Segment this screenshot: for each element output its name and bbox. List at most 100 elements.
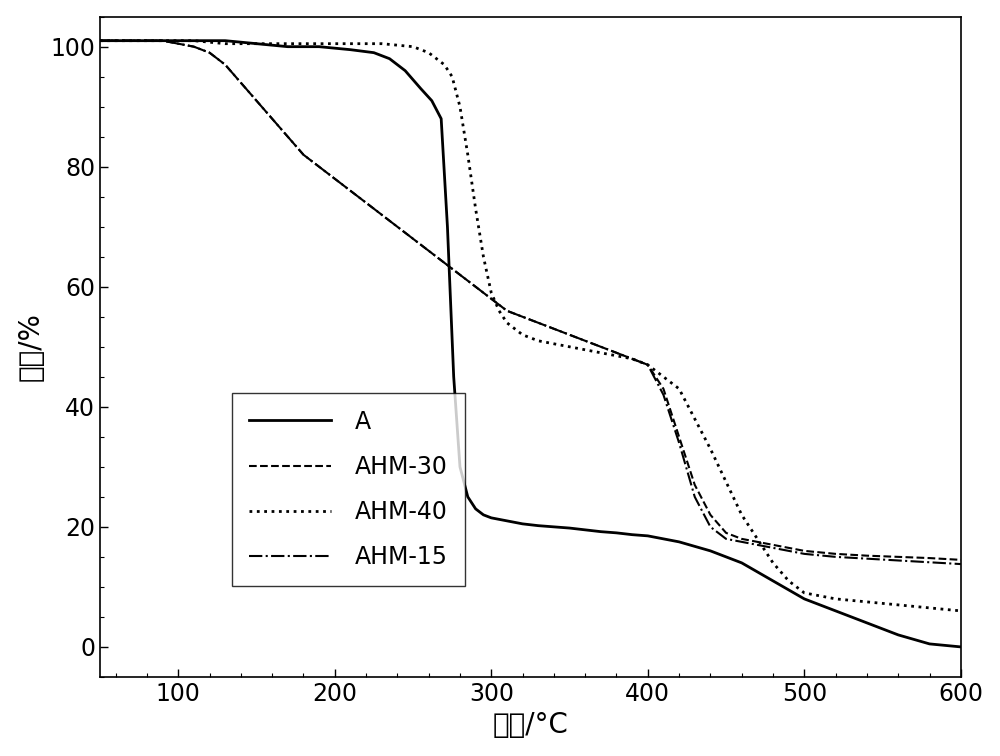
AHM-40: [250, 39, 262, 48]
AHM-40: [454, 102, 466, 111]
AHM-30: [313, 163, 325, 172]
AHM-30: [485, 294, 497, 303]
AHM-30: [282, 132, 294, 141]
A: [955, 643, 967, 652]
AHM-15: [767, 544, 779, 553]
AHM-40: [564, 342, 576, 352]
A: [924, 640, 936, 649]
AHM-30: [783, 544, 795, 553]
AHM-30: [266, 114, 278, 123]
AHM-30: [204, 48, 216, 57]
AHM-15: [673, 438, 685, 448]
AHM-40: [517, 330, 529, 339]
A: [282, 42, 294, 51]
AHM-30: [454, 270, 466, 279]
AHM-30: [391, 222, 403, 231]
AHM-15: [798, 550, 810, 559]
AHM-30: [564, 330, 576, 339]
A: [477, 510, 489, 519]
A: [415, 84, 427, 93]
A: [642, 531, 654, 541]
AHM-30: [704, 510, 716, 519]
AHM-40: [407, 42, 419, 51]
AHM-15: [783, 547, 795, 556]
Line: AHM-15: AHM-15: [100, 41, 961, 564]
AHM-15: [657, 390, 669, 399]
AHM-30: [924, 553, 936, 562]
AHM-15: [736, 538, 748, 547]
AHM-30: [955, 556, 967, 565]
AHM-40: [626, 355, 638, 364]
A: [830, 606, 842, 615]
AHM-15: [250, 96, 262, 105]
AHM-30: [250, 96, 262, 105]
A: [94, 36, 106, 45]
AHM-40: [219, 39, 231, 48]
AHM-15: [892, 556, 904, 565]
AHM-15: [391, 222, 403, 231]
AHM-40: [423, 48, 435, 57]
AHM-30: [595, 342, 607, 352]
AHM-15: [423, 246, 435, 256]
AHM-15: [94, 36, 106, 45]
AHM-40: [610, 352, 622, 361]
AHM-30: [861, 551, 873, 560]
A: [313, 42, 325, 51]
AHM-30: [892, 553, 904, 562]
AHM-40: [477, 253, 489, 262]
A: [435, 114, 447, 123]
AHM-15: [501, 306, 513, 315]
AHM-15: [235, 78, 247, 87]
AHM-30: [579, 336, 591, 345]
AHM-30: [626, 355, 638, 364]
A: [610, 528, 622, 538]
AHM-30: [657, 384, 669, 393]
AHM-40: [673, 384, 685, 393]
AHM-40: [94, 36, 106, 45]
A: [532, 521, 544, 530]
A: [399, 67, 411, 76]
A: [426, 96, 438, 105]
AHM-40: [446, 72, 458, 81]
AHM-15: [861, 554, 873, 563]
AHM-40: [892, 600, 904, 609]
AHM-15: [266, 114, 278, 123]
AHM-15: [955, 559, 967, 569]
AHM-15: [344, 186, 356, 195]
Legend: A, AHM-30, AHM-40, AHM-15: A, AHM-30, AHM-40, AHM-15: [232, 393, 465, 586]
A: [861, 618, 873, 627]
A: [736, 559, 748, 568]
AHM-15: [219, 60, 231, 70]
AHM-40: [376, 39, 388, 48]
AHM-40: [955, 606, 967, 615]
A: [548, 522, 560, 531]
AHM-15: [751, 541, 763, 550]
AHM-30: [720, 528, 732, 538]
AHM-30: [736, 534, 748, 544]
A: [454, 463, 466, 472]
AHM-30: [532, 318, 544, 327]
AHM-15: [564, 330, 576, 339]
A: [892, 631, 904, 640]
A: [188, 36, 200, 45]
A: [485, 513, 497, 522]
AHM-30: [329, 174, 341, 183]
AHM-40: [704, 445, 716, 454]
AHM-15: [360, 198, 372, 207]
AHM-40: [188, 36, 200, 45]
AHM-30: [94, 36, 106, 45]
A: [441, 222, 453, 231]
AHM-40: [509, 324, 521, 333]
AHM-15: [485, 294, 497, 303]
AHM-30: [188, 42, 200, 51]
X-axis label: 温度/°C: 温度/°C: [492, 711, 568, 739]
AHM-30: [438, 259, 450, 268]
AHM-15: [438, 259, 450, 268]
AHM-30: [297, 150, 309, 160]
A: [368, 48, 380, 57]
A: [125, 36, 137, 45]
AHM-15: [313, 163, 325, 172]
Y-axis label: 失重/%: 失重/%: [17, 312, 45, 381]
AHM-30: [219, 60, 231, 70]
AHM-15: [329, 174, 341, 183]
